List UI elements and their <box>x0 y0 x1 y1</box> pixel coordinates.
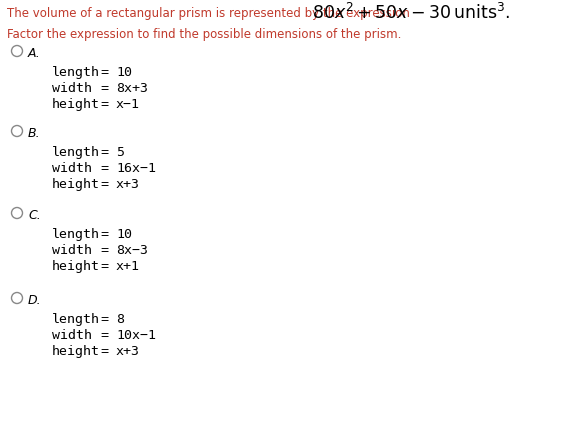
Text: $80x^2+50x-30\,\mathrm{units}^3.$: $80x^2+50x-30\,\mathrm{units}^3.$ <box>312 3 510 23</box>
Text: C.: C. <box>28 209 41 222</box>
Text: 10x−1: 10x−1 <box>116 329 156 342</box>
Text: =: = <box>100 260 108 273</box>
Text: Factor the expression to find the possible dimensions of the prism.: Factor the expression to find the possib… <box>7 28 401 41</box>
Text: width: width <box>52 162 92 175</box>
Text: The volume of a rectangular prism is represented by the expression: The volume of a rectangular prism is rep… <box>7 7 413 20</box>
Text: width: width <box>52 329 92 342</box>
Text: 8x+3: 8x+3 <box>116 82 148 95</box>
Text: width: width <box>52 244 92 257</box>
Text: =: = <box>100 228 108 241</box>
Text: 16x−1: 16x−1 <box>116 162 156 175</box>
Text: 8x−3: 8x−3 <box>116 244 148 257</box>
Text: x+3: x+3 <box>116 345 140 358</box>
Text: x+1: x+1 <box>116 260 140 273</box>
Text: A.: A. <box>28 47 41 60</box>
Text: =: = <box>100 178 108 191</box>
Text: =: = <box>100 146 108 159</box>
Text: height: height <box>52 98 100 111</box>
Text: length: length <box>52 146 100 159</box>
Text: B.: B. <box>28 127 41 140</box>
Text: height: height <box>52 345 100 358</box>
Text: =: = <box>100 66 108 79</box>
Text: length: length <box>52 66 100 79</box>
Text: height: height <box>52 178 100 191</box>
Text: =: = <box>100 162 108 175</box>
Text: D.: D. <box>28 294 41 307</box>
Text: =: = <box>100 329 108 342</box>
Text: x+3: x+3 <box>116 178 140 191</box>
Text: x−1: x−1 <box>116 98 140 111</box>
Text: =: = <box>100 313 108 326</box>
Text: =: = <box>100 244 108 257</box>
Text: =: = <box>100 98 108 111</box>
Text: 8: 8 <box>116 313 124 326</box>
Text: 10: 10 <box>116 66 132 79</box>
Text: height: height <box>52 260 100 273</box>
Text: length: length <box>52 228 100 241</box>
Text: 10: 10 <box>116 228 132 241</box>
Text: =: = <box>100 82 108 95</box>
Text: width: width <box>52 82 92 95</box>
Text: length: length <box>52 313 100 326</box>
Text: =: = <box>100 345 108 358</box>
Text: 5: 5 <box>116 146 124 159</box>
